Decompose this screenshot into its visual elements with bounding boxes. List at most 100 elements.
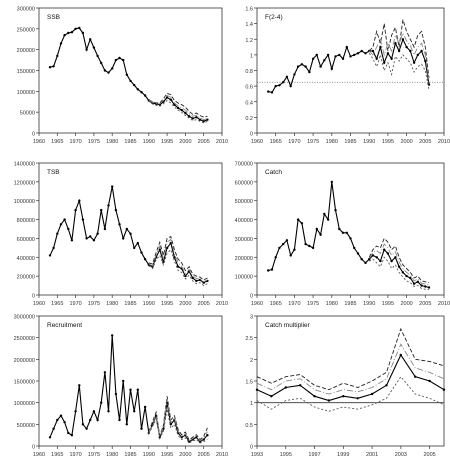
x-tick-label: 2005 xyxy=(198,301,210,307)
x-tick-label: 1975 xyxy=(88,452,100,458)
x-tick-label: 1985 xyxy=(124,452,136,458)
y-tick-label: 1 xyxy=(250,53,253,59)
data-point xyxy=(353,246,356,250)
data-point xyxy=(315,53,318,57)
data-point xyxy=(278,246,281,250)
data-point xyxy=(414,375,417,378)
data-point xyxy=(375,57,378,60)
data-point xyxy=(59,223,63,226)
data-point xyxy=(125,73,128,76)
data-point xyxy=(202,120,205,123)
data-point xyxy=(96,54,99,58)
data-point xyxy=(67,227,70,231)
x-tick-label: 1965 xyxy=(51,452,63,458)
data-point xyxy=(206,434,209,437)
data-point xyxy=(341,57,345,60)
data-point xyxy=(85,237,88,240)
data-point xyxy=(326,53,330,57)
x-tick-label: 1970 xyxy=(69,139,81,145)
data-point xyxy=(313,395,316,398)
data-point xyxy=(85,427,88,430)
data-point xyxy=(125,227,128,231)
data-point xyxy=(308,244,311,248)
x-tick-label: 1965 xyxy=(51,139,63,145)
x-tick-label: 1985 xyxy=(344,139,356,145)
x-tick-label: 2010 xyxy=(438,301,450,307)
series-line-4 xyxy=(368,31,430,83)
data-point xyxy=(81,423,85,426)
data-point xyxy=(284,386,287,389)
plot-area xyxy=(256,315,445,447)
chart-title: Catch xyxy=(265,169,282,176)
data-point xyxy=(424,285,427,288)
x-tick-label: 2010 xyxy=(216,301,228,307)
data-point xyxy=(107,410,110,413)
data-point xyxy=(96,232,99,235)
y-tick-label: 1500000 xyxy=(14,380,35,386)
y-tick-label: 2500000 xyxy=(14,336,35,342)
x-tick-label: 1995 xyxy=(161,139,173,145)
data-point xyxy=(428,379,431,383)
data-point xyxy=(140,427,143,430)
data-point xyxy=(143,258,147,261)
x-tick-label: 1975 xyxy=(88,301,100,307)
x-tick-label: 1980 xyxy=(106,301,118,307)
data-point xyxy=(107,71,110,74)
data-point xyxy=(74,208,77,212)
data-point xyxy=(114,392,118,396)
data-point xyxy=(412,61,416,64)
y-tick-label: 2000000 xyxy=(14,358,35,364)
x-tick-label: 1980 xyxy=(106,452,118,458)
data-point xyxy=(356,252,360,255)
plot-area xyxy=(38,7,223,134)
y-tick-label: 1000000 xyxy=(14,401,35,407)
x-tick-label: 2000 xyxy=(179,139,191,145)
y-tick-label: 200000 xyxy=(17,48,35,54)
chart-panel-3: 0 200000 400000 600000 800000 1000000 1200000 1… xyxy=(14,162,229,308)
data-point xyxy=(143,94,147,97)
data-point xyxy=(129,79,132,83)
data-point xyxy=(371,254,375,257)
x-tick-label: 1990 xyxy=(363,139,375,145)
x-tick-label: 1965 xyxy=(270,301,282,307)
data-point xyxy=(92,410,96,413)
data-point xyxy=(383,61,386,64)
data-point xyxy=(338,53,341,57)
data-point xyxy=(323,212,326,216)
data-point xyxy=(63,33,66,37)
series-line-3 xyxy=(148,248,208,287)
y-tick-label: 1.2 xyxy=(245,38,253,44)
x-tick-label: 1975 xyxy=(307,139,319,145)
y-tick-label: 3 xyxy=(250,315,253,321)
data-point xyxy=(70,434,74,437)
y-tick-label: 600000 xyxy=(17,237,35,243)
y-tick-label: 0.6 xyxy=(245,85,253,91)
chart-panel-4: 0 100000 200000 300000 400000 500000 600000 700… xyxy=(235,162,450,308)
data-point xyxy=(330,67,333,71)
y-tick-label: 700000 xyxy=(235,162,253,168)
data-point xyxy=(327,399,331,402)
data-point xyxy=(267,90,270,93)
series-line-3 xyxy=(148,99,208,124)
x-tick-label: 1960 xyxy=(33,301,45,307)
data-point xyxy=(78,26,81,30)
series-line-2 xyxy=(148,92,208,118)
plot-area xyxy=(38,315,223,447)
chart-panel-5: 0 500000 1000000 1500000 2000000 2500000 30000… xyxy=(14,315,229,459)
data-point xyxy=(67,31,70,35)
data-point xyxy=(399,353,402,357)
x-tick-label: 2003 xyxy=(395,452,407,458)
data-point xyxy=(282,242,285,246)
data-point xyxy=(385,384,388,387)
data-point xyxy=(364,52,367,55)
data-point xyxy=(143,405,147,409)
y-tick-label: 0 xyxy=(250,294,253,300)
data-point xyxy=(375,256,378,259)
data-point xyxy=(338,227,341,231)
y-tick-label: 100000 xyxy=(235,275,253,281)
data-point xyxy=(187,115,191,118)
data-point xyxy=(111,67,114,70)
data-point xyxy=(195,116,198,119)
y-tick-label: 400000 xyxy=(17,256,35,262)
data-point xyxy=(89,235,92,238)
